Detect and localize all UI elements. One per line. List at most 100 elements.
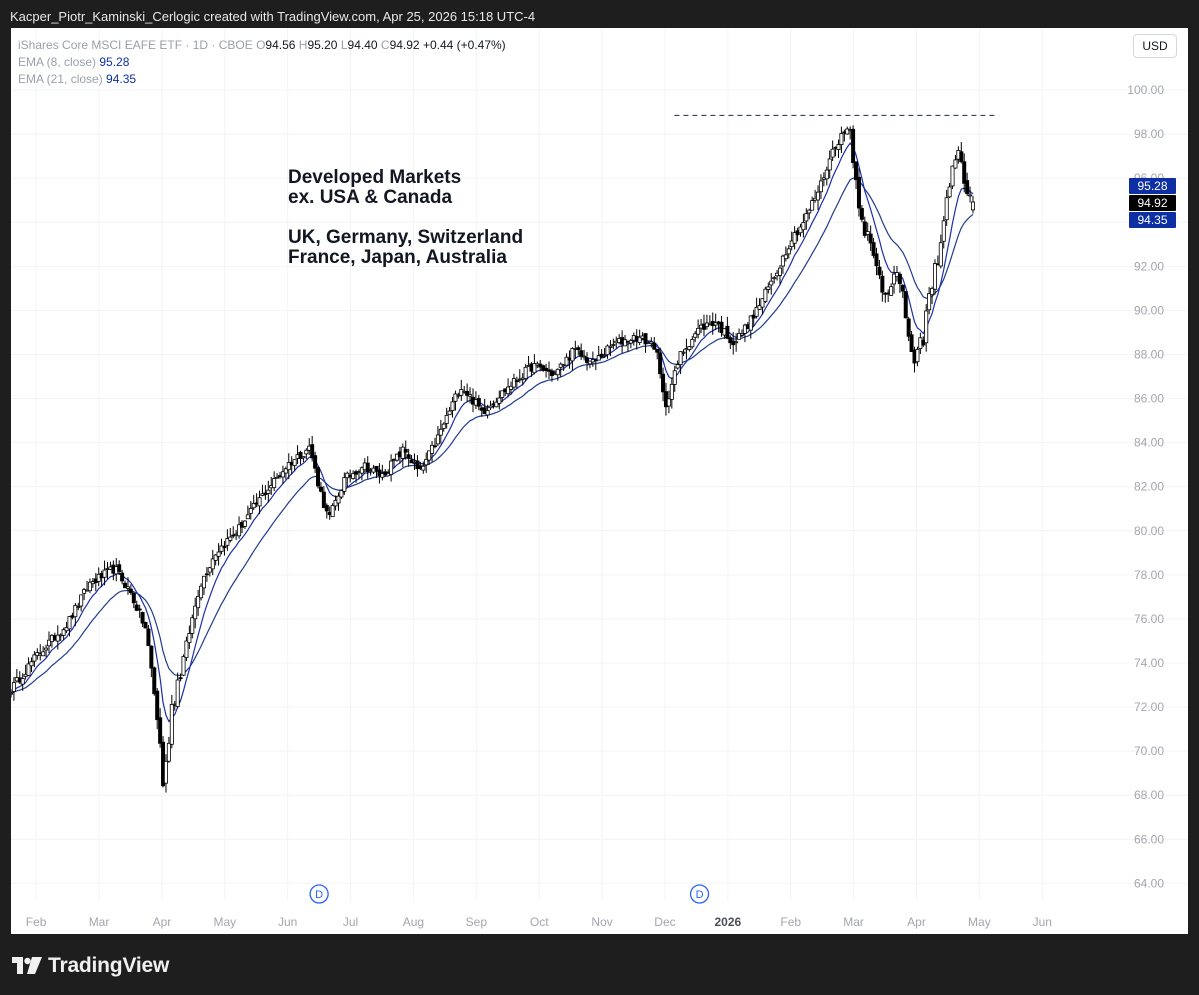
- y-tick-label: 78.00: [1134, 568, 1164, 582]
- candle: [655, 348, 660, 360]
- candle: [465, 383, 470, 403]
- candle: [511, 373, 516, 390]
- candle: [152, 666, 157, 696]
- time-axis[interactable]: Feb Mar Apr May Jun Jul Aug Sep Oct Nov Dec 2026 Feb…: [26, 915, 1052, 929]
- candle: [181, 654, 186, 677]
- candle-body-up: [207, 567, 212, 573]
- candle: [506, 378, 511, 398]
- price-chart[interactable]: D D Developed Markets ex. USA & Canada UK…: [11, 28, 1188, 934]
- candle-body-down: [661, 373, 666, 393]
- candle: [76, 602, 81, 611]
- candle-body-up: [818, 180, 823, 193]
- candle: [880, 270, 885, 302]
- candle: [816, 185, 821, 210]
- candle-body-up: [889, 286, 894, 296]
- candle: [760, 298, 765, 315]
- candle: [602, 348, 607, 358]
- candle: [280, 465, 285, 484]
- candle: [789, 231, 794, 251]
- price-label-box: [1129, 212, 1176, 228]
- candle-body-up: [570, 348, 575, 362]
- candle: [169, 694, 174, 749]
- candle-body-up: [225, 538, 230, 546]
- candle: [856, 168, 861, 217]
- candle-body-up: [605, 345, 610, 356]
- legend-symbol: iShares Core MSCI EAFE ETF · 1D · CBOE: [18, 38, 253, 52]
- candle-body-down: [719, 321, 724, 333]
- dividend-marker[interactable]: D: [689, 884, 710, 904]
- candle-body-up: [497, 397, 502, 404]
- candle: [292, 459, 297, 472]
- legend-ema21-label: EMA (21, close): [18, 72, 103, 86]
- candle: [409, 454, 414, 464]
- candle-body-up: [587, 360, 592, 365]
- candle-body-down: [897, 273, 902, 285]
- candle: [509, 381, 514, 395]
- candle-body-up: [944, 197, 949, 221]
- candle-body-down: [854, 161, 859, 181]
- candle: [959, 141, 964, 164]
- candle-body-up: [380, 473, 385, 478]
- y-tick-label: 64.00: [1134, 876, 1164, 890]
- annotation-layer: Developed Markets ex. USA & Canada UK, G…: [288, 167, 523, 268]
- candle-body-down: [859, 208, 864, 220]
- candle: [792, 226, 797, 250]
- currency-button[interactable]: USD: [1133, 34, 1177, 58]
- candle-body-up: [675, 364, 680, 369]
- candle: [868, 225, 873, 251]
- candle-body-up: [690, 339, 695, 348]
- candle: [102, 560, 107, 586]
- chart-panel[interactable]: D D Developed Markets ex. USA & Canada UK…: [11, 28, 1188, 934]
- candle-body-up: [839, 133, 844, 145]
- candle-body-up: [608, 345, 613, 348]
- candle: [424, 452, 429, 473]
- candle-body-up: [441, 423, 446, 429]
- candle-body-down: [321, 491, 326, 508]
- candle: [11, 689, 14, 698]
- candle: [579, 343, 584, 360]
- y-tick-label: 98.00: [1134, 127, 1164, 141]
- candle-body-up: [681, 351, 686, 354]
- dividend-marker[interactable]: D: [309, 884, 329, 904]
- candle: [275, 473, 280, 479]
- candle: [652, 336, 657, 350]
- candle-body-up: [87, 581, 92, 592]
- candle: [938, 234, 943, 269]
- candle-body-up: [485, 410, 490, 416]
- candle-body-down: [222, 546, 227, 549]
- candle: [593, 358, 598, 371]
- candle-body-up: [488, 405, 493, 409]
- candle: [810, 196, 815, 211]
- candle: [339, 489, 344, 499]
- x-tick-label: Sep: [466, 915, 488, 929]
- candle-body-up: [242, 520, 247, 527]
- candle: [468, 387, 473, 404]
- candle: [11, 676, 16, 701]
- candle-body-up: [596, 355, 601, 361]
- candle: [669, 377, 674, 409]
- candle-body-up: [427, 450, 432, 461]
- candle-body-up: [789, 240, 794, 248]
- candle: [79, 594, 84, 612]
- legend-low: 94.40: [347, 38, 378, 52]
- candle: [313, 451, 318, 474]
- candle-body-up: [739, 333, 744, 336]
- candle: [970, 195, 975, 214]
- legend-ema21-value: 94.35: [106, 72, 137, 86]
- candle: [134, 600, 139, 612]
- candle-body-up: [67, 616, 72, 630]
- candle: [608, 340, 613, 357]
- candle-body-up: [602, 354, 607, 357]
- candle-body-up: [696, 327, 701, 335]
- candle: [839, 126, 844, 154]
- candle: [143, 621, 148, 629]
- candle: [643, 333, 648, 353]
- candle-body-down: [862, 221, 867, 236]
- candle-body-up: [778, 267, 783, 276]
- candle: [950, 165, 955, 189]
- candle-body-up: [228, 536, 233, 541]
- candle-body-up: [73, 605, 78, 618]
- candle: [514, 376, 519, 389]
- candle-body-up: [468, 394, 473, 397]
- candle: [266, 480, 271, 503]
